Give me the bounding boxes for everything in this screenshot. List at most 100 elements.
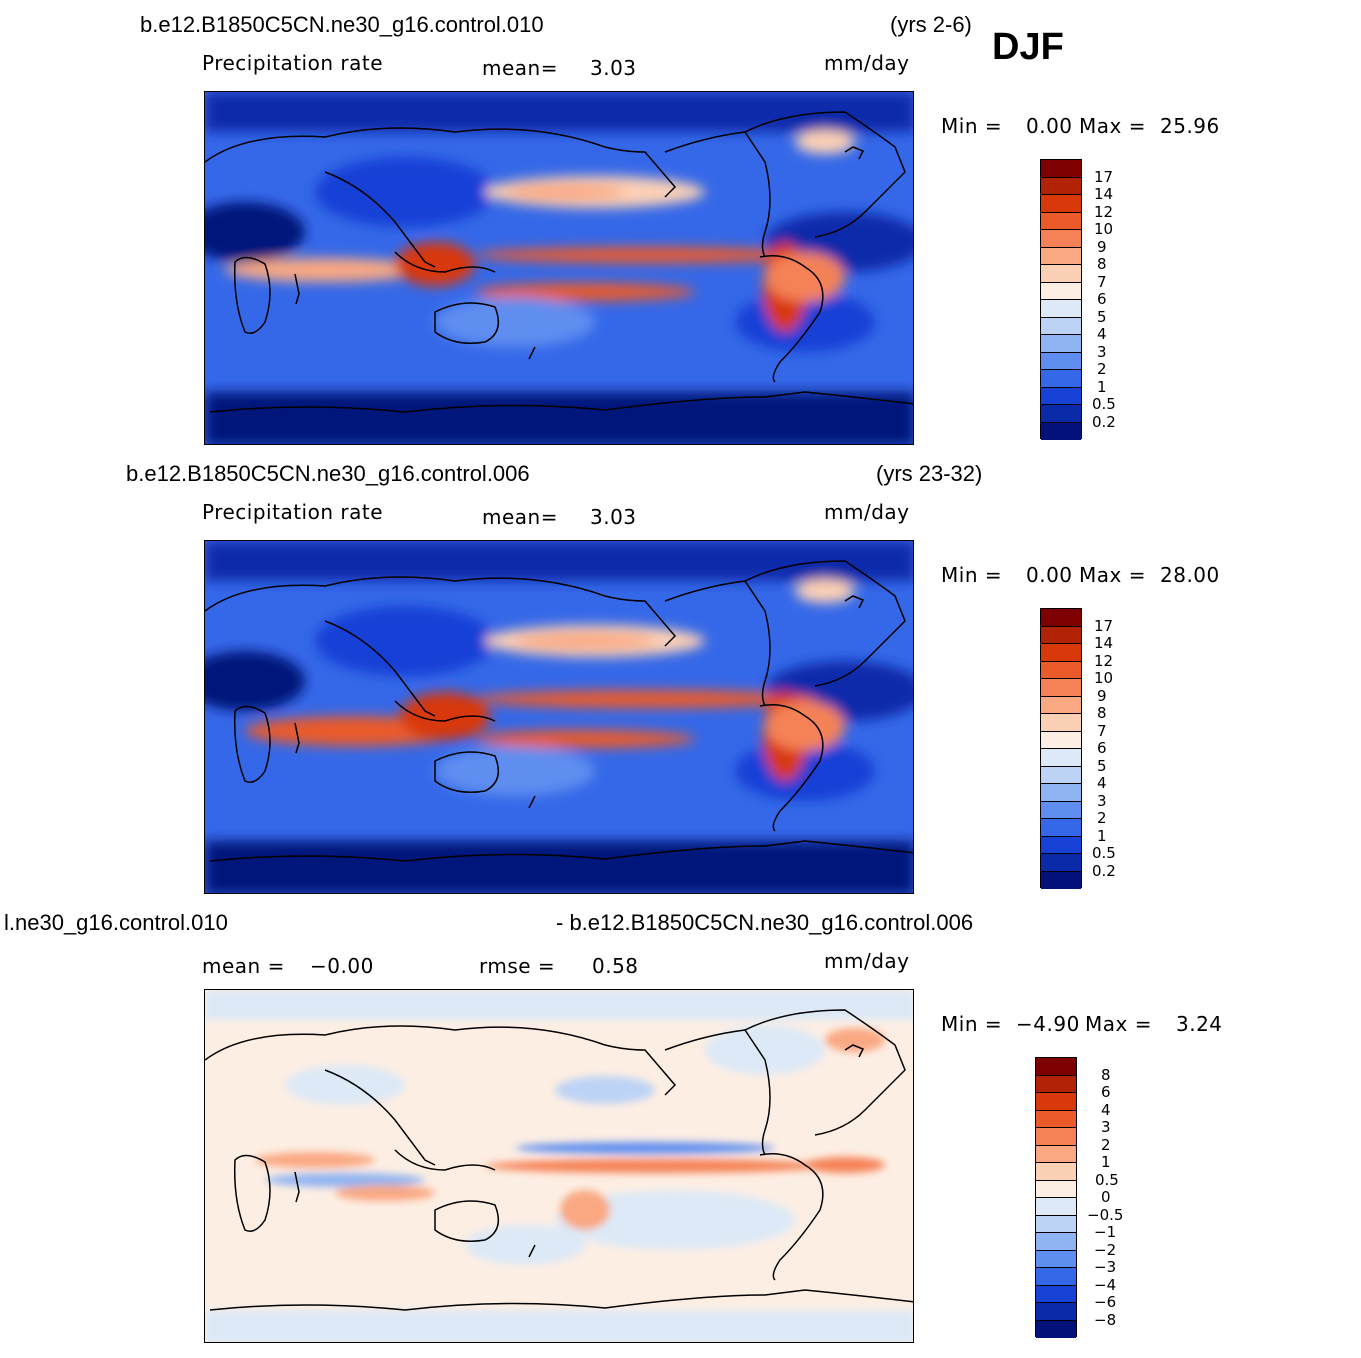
- colorbar-tick-label: 4: [1097, 774, 1107, 792]
- colorbar-tick-label: 1: [1097, 378, 1107, 396]
- years-label: (yrs 2-6): [890, 12, 972, 37]
- colorbar-swatch: [1041, 661, 1081, 679]
- max-value: 3.24: [1176, 1012, 1223, 1036]
- colorbar-swatch: [1036, 1268, 1076, 1286]
- colorbar-tick-label: 6: [1101, 1083, 1111, 1101]
- case-title: b.e12.B1850C5CN.ne30_g16.control.006: [126, 461, 530, 486]
- colorbar-tick-label: −8: [1094, 1311, 1117, 1329]
- colorbar-swatch: [1036, 1128, 1076, 1146]
- variable-label: Precipitation rate: [202, 500, 383, 524]
- colorbar-tick-label: −2: [1094, 1241, 1117, 1259]
- colorbar-tick-label: 12: [1094, 652, 1114, 670]
- colorbar-tick-label: 3: [1097, 343, 1107, 361]
- colorbar-swatch: [1041, 626, 1081, 644]
- colorbar-swatch: [1041, 317, 1081, 335]
- colorbar-tick-label: 2: [1101, 1136, 1111, 1154]
- colorbar-swatch: [1036, 1320, 1076, 1338]
- colorbar-swatch: [1041, 714, 1081, 732]
- colorbar-tick-label: 5: [1097, 757, 1107, 775]
- colorbar-tick-label: 10: [1094, 220, 1114, 238]
- colorbar-tick-label: 2: [1097, 360, 1107, 378]
- colorbar-swatch: [1041, 784, 1081, 802]
- colorbar-swatch: [1036, 1285, 1076, 1303]
- colorbar-swatch: [1041, 731, 1081, 749]
- colorbar-swatch: [1041, 644, 1081, 662]
- colorbar-tick-label: −1: [1094, 1223, 1117, 1241]
- mean-label: mean=: [482, 56, 558, 80]
- colorbar-swatch: [1041, 230, 1081, 248]
- colorbar: [1040, 159, 1082, 440]
- colorbar-swatch: [1041, 871, 1081, 889]
- colorbar-swatch: [1041, 282, 1081, 300]
- colorbar-swatch: [1041, 352, 1081, 370]
- units-label: mm/day: [824, 500, 910, 524]
- colorbar-tick-label: 0: [1101, 1188, 1111, 1206]
- mean-value: 3.03: [590, 505, 637, 529]
- colorbar: [1040, 608, 1082, 889]
- colorbar-swatch: [1041, 609, 1081, 627]
- colorbar-swatch: [1036, 1198, 1076, 1216]
- mean-label: mean=: [482, 505, 558, 529]
- colorbar-swatch: [1036, 1303, 1076, 1321]
- mean-value: −0.00: [310, 954, 374, 978]
- colorbar-tick-label: 12: [1094, 203, 1114, 221]
- colorbar-tick-label: 0.5: [1092, 395, 1116, 413]
- colorbar-swatch: [1041, 405, 1081, 423]
- colorbar-tick-label: 0.2: [1092, 862, 1116, 880]
- colorbar-tick-label: 7: [1097, 273, 1107, 291]
- colorbar-tick-label: −3: [1094, 1258, 1117, 1276]
- min-value: 0.00: [1026, 114, 1073, 138]
- colorbar-tick-label: 6: [1097, 739, 1107, 757]
- map-canvas: [205, 990, 913, 1342]
- colorbar-tick-label: 0.5: [1095, 1171, 1119, 1189]
- colorbar-tick-label: 7: [1097, 722, 1107, 740]
- colorbar-swatch: [1041, 265, 1081, 283]
- colorbar-tick-label: 10: [1094, 669, 1114, 687]
- mean-label: mean =: [202, 954, 285, 978]
- colorbar-swatch: [1041, 177, 1081, 195]
- precipitation-map: [204, 91, 914, 445]
- rmse-value: 0.58: [592, 954, 639, 978]
- units-label: mm/day: [824, 949, 910, 973]
- max-value: 25.96: [1160, 114, 1220, 138]
- min-label: Min =: [941, 1012, 1003, 1036]
- difference-map: [204, 989, 914, 1343]
- colorbar-swatch: [1041, 300, 1081, 318]
- min-label: Min =: [941, 114, 1003, 138]
- colorbar-swatch: [1041, 801, 1081, 819]
- colorbar-swatch: [1041, 766, 1081, 784]
- coastlines: [205, 560, 913, 862]
- coastlines: [205, 1009, 913, 1311]
- colorbar-swatch: [1036, 1110, 1076, 1128]
- units-label: mm/day: [824, 51, 910, 75]
- colorbar-tick-label: 0.5: [1092, 844, 1116, 862]
- colorbar-swatch: [1036, 1180, 1076, 1198]
- colorbar-swatch: [1036, 1058, 1076, 1076]
- colorbar-swatch: [1041, 160, 1081, 178]
- colorbar-tick-label: 9: [1097, 687, 1107, 705]
- colorbar-swatch: [1041, 819, 1081, 837]
- colorbar: [1035, 1057, 1077, 1338]
- colorbar-tick-label: −0.5: [1087, 1206, 1124, 1224]
- map-canvas: [205, 92, 913, 444]
- colorbar-tick-label: 8: [1101, 1066, 1111, 1084]
- colorbar-tick-label: 3: [1097, 792, 1107, 810]
- mean-value: 3.03: [590, 56, 637, 80]
- colorbar-swatch: [1041, 696, 1081, 714]
- colorbar-swatch: [1041, 679, 1081, 697]
- max-value: 28.00: [1160, 563, 1220, 587]
- colorbar-tick-label: 17: [1094, 617, 1114, 635]
- colorbar-swatch: [1041, 749, 1081, 767]
- max-label: Max =: [1079, 563, 1146, 587]
- colorbar-swatch: [1036, 1075, 1076, 1093]
- colorbar-swatch: [1041, 195, 1081, 213]
- colorbar-swatch: [1041, 836, 1081, 854]
- years-label: (yrs 23-32): [876, 461, 983, 486]
- colorbar-tick-label: 8: [1097, 255, 1107, 273]
- colorbar-swatch: [1036, 1233, 1076, 1251]
- colorbar-swatch: [1041, 854, 1081, 872]
- case-title: b.e12.B1850C5CN.ne30_g16.control.010: [140, 12, 544, 37]
- colorbar-tick-label: 14: [1094, 634, 1114, 652]
- colorbar-tick-label: 17: [1094, 168, 1114, 186]
- colorbar-tick-label: 6: [1097, 290, 1107, 308]
